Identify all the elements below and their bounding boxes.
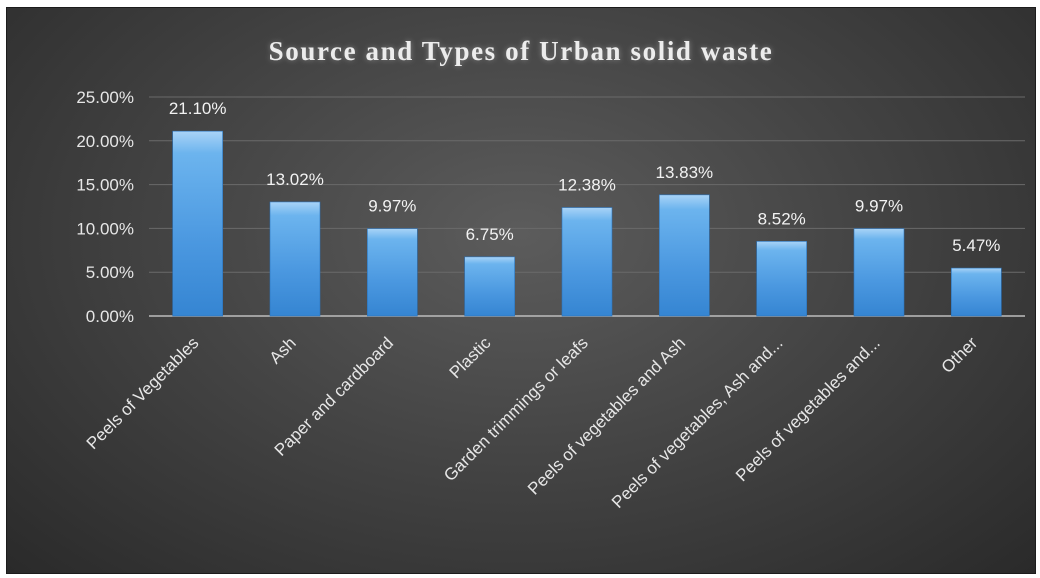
y-tick-label: 10.00% bbox=[76, 219, 134, 238]
data-label: 5.47% bbox=[952, 236, 1000, 255]
y-tick-label: 0.00% bbox=[86, 307, 134, 326]
x-tick-label: Peels of Vegetables bbox=[83, 333, 203, 453]
bar bbox=[659, 194, 710, 317]
chart-title: Source and Types of Urban solid waste bbox=[268, 36, 774, 66]
x-tick-label: Other bbox=[938, 333, 982, 377]
bar bbox=[269, 201, 321, 317]
bar bbox=[561, 207, 613, 317]
bar bbox=[756, 241, 807, 317]
bar bbox=[172, 130, 223, 317]
x-tick-label: Peels of vegetables, Ash and... bbox=[608, 333, 787, 512]
x-tick-label: Ash bbox=[266, 333, 300, 367]
y-tick-label: 15.00% bbox=[76, 176, 134, 195]
data-label: 12.38% bbox=[558, 176, 616, 195]
bar bbox=[951, 267, 1002, 317]
chart-area: Source and Types of Urban solid waste 0.… bbox=[6, 7, 1036, 574]
chart-plot: 0.00% 5.00% 10.00% 15.00% 20.00% 25.00% 21.10%… bbox=[76, 88, 1025, 512]
x-tick-label: Plastic bbox=[446, 333, 495, 382]
data-label: 6.75% bbox=[466, 225, 514, 244]
x-tick-label: Peels of vegetables and Ash bbox=[524, 333, 689, 498]
y-tick-label: 20.00% bbox=[76, 132, 134, 151]
data-label: 8.52% bbox=[758, 209, 806, 228]
data-label: 13.02% bbox=[266, 170, 324, 189]
data-label: 9.97% bbox=[368, 197, 416, 216]
data-label: 13.83% bbox=[655, 163, 713, 182]
data-label: 9.97% bbox=[855, 197, 903, 216]
bar bbox=[464, 256, 515, 317]
bar bbox=[853, 228, 905, 317]
bar bbox=[367, 228, 418, 317]
data-label: 21.10% bbox=[169, 99, 227, 118]
y-tick-label: 5.00% bbox=[86, 263, 134, 282]
y-tick-label: 25.00% bbox=[76, 88, 134, 107]
